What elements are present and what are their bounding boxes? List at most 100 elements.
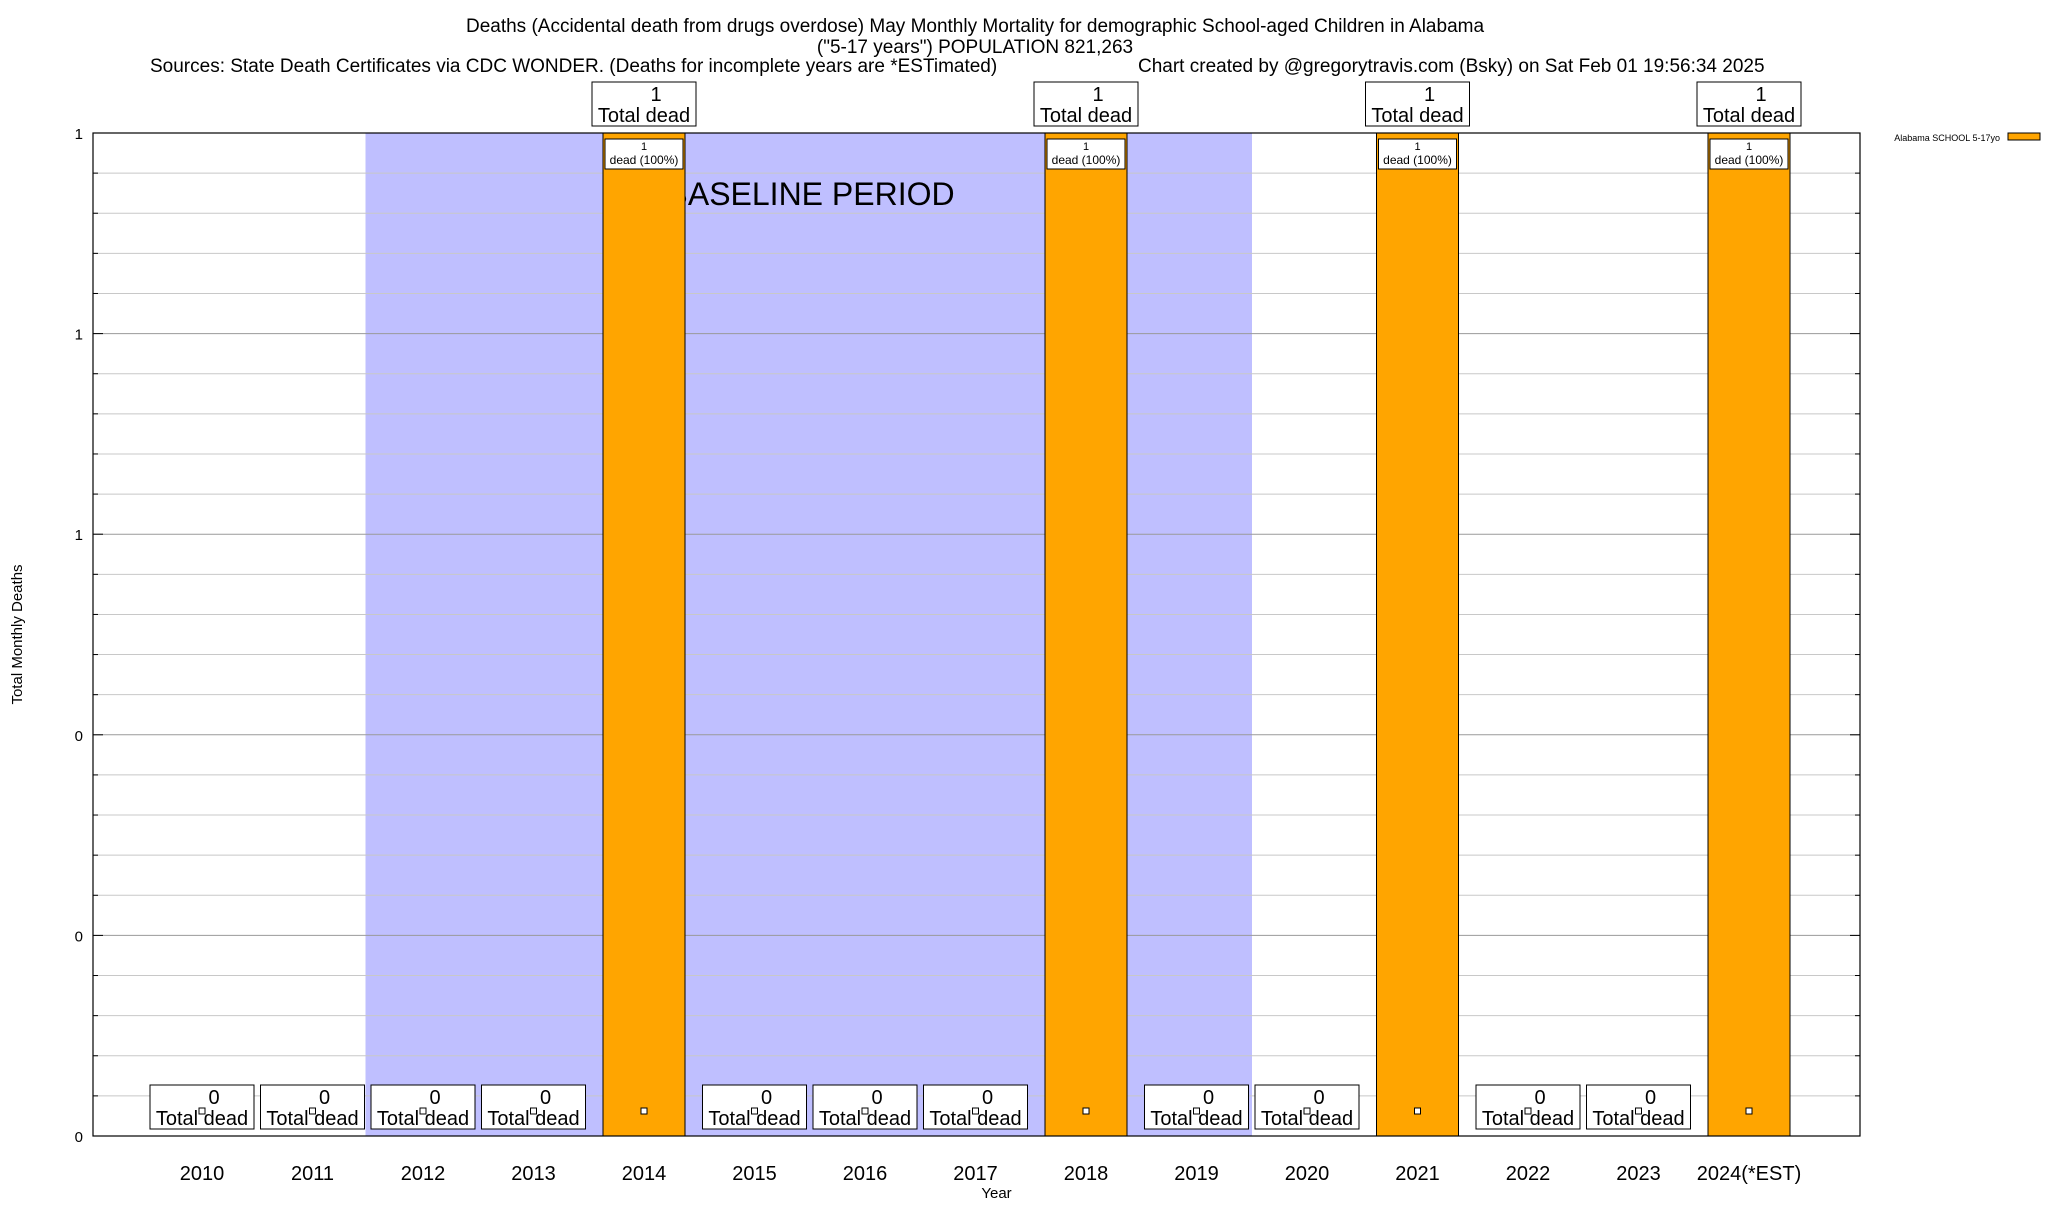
x-point-marker — [1193, 1107, 1200, 1115]
x-tick-label: 2014 — [622, 1163, 667, 1185]
total-label-box — [1365, 81, 1470, 127]
y-tick-label: 1 — [75, 126, 83, 143]
x-point-marker — [972, 1107, 979, 1115]
total-label-text: Total dead — [1261, 1108, 1353, 1130]
x-tick-label: 2019 — [1174, 1163, 1219, 1185]
total-label-count: 0 — [982, 1087, 993, 1109]
total-label-count: 0 — [1534, 1087, 1545, 1109]
total-label-text: Total dead — [1592, 1108, 1684, 1130]
chart-sources: Sources: State Death Certificates via CD… — [150, 56, 997, 77]
x-point-marker — [198, 1107, 206, 1115]
total-label-count: 1 — [650, 84, 661, 106]
total-label-count: 0 — [429, 1087, 440, 1109]
segment-label-pct: dead (100%) — [1715, 153, 1784, 167]
total-label-text: Total dead — [598, 105, 690, 127]
bar-2014 — [602, 132, 686, 1137]
total-label-count: 0 — [540, 1087, 551, 1109]
x-point-marker — [861, 1107, 869, 1115]
total-label-count: 1 — [1424, 84, 1435, 106]
segment-label-count: 1 — [1746, 141, 1752, 153]
total-label-box — [481, 1084, 586, 1130]
segment-label-box — [1709, 138, 1789, 170]
x-tick-label: 2023 — [1616, 1163, 1661, 1185]
y-tick-label: 0 — [75, 1129, 83, 1146]
total-label-count: 0 — [319, 1087, 330, 1109]
bar-2018 — [1044, 132, 1128, 1137]
total-label-box — [702, 1084, 807, 1130]
total-label-box — [1033, 81, 1139, 127]
total-label-box — [1254, 1084, 1360, 1130]
segment-label-count: 1 — [1414, 141, 1420, 153]
total-label-text: Total dead — [1482, 1108, 1574, 1130]
annotation-baseline-period: BASELINE PERIOD — [667, 176, 955, 212]
total-label-text: Total dead — [156, 1108, 248, 1130]
total-label-box — [1586, 1084, 1691, 1130]
total-label-text: Total dead — [819, 1108, 911, 1130]
x-point-marker — [1082, 1107, 1090, 1115]
total-label-text: Total dead — [929, 1108, 1021, 1130]
x-tick-label: 2021 — [1395, 1163, 1440, 1185]
total-label-box — [812, 1084, 918, 1130]
total-label-text: Total dead — [1040, 105, 1132, 127]
y-tick-label: 0 — [75, 728, 83, 745]
x-tick-label: 2018 — [1064, 1163, 1109, 1185]
segment-label-box — [1378, 138, 1457, 170]
x-tick-label: 2012 — [401, 1163, 446, 1185]
y-tick-label: 1 — [75, 327, 83, 344]
segment-label-box — [604, 138, 684, 170]
x-point-marker — [309, 1107, 316, 1115]
total-label-box — [260, 1084, 365, 1130]
total-label-text: Total dead — [377, 1108, 469, 1130]
total-label-count: 0 — [761, 1087, 772, 1109]
x-point-marker — [640, 1107, 648, 1115]
bar-2021 — [1376, 132, 1459, 1137]
chart-subtitle: ("5-17 years") POPULATION 821,263 — [817, 37, 1133, 58]
total-label-count: 1 — [1092, 84, 1103, 106]
x-tick-label: 2015 — [732, 1163, 777, 1185]
total-label-text: Total dead — [1703, 105, 1795, 127]
x-tick-label: 2016 — [843, 1163, 888, 1185]
y-tick-label: 0 — [75, 928, 83, 945]
x-point-marker — [1524, 1107, 1532, 1115]
x-tick-label: 2022 — [1506, 1163, 1551, 1185]
y-axis-label: Total Monthly Deaths — [9, 564, 26, 704]
segment-label-count: 1 — [1083, 141, 1089, 153]
total-label-box — [1144, 1084, 1249, 1130]
legend-swatch — [2007, 132, 2041, 141]
total-label-box — [1696, 81, 1802, 127]
total-label-count: 0 — [871, 1087, 882, 1109]
legend-label: Alabama SCHOOL 5-17yo — [1894, 133, 2000, 143]
segment-label-box — [1046, 138, 1126, 170]
chart-title: Deaths (Accidental death from drugs over… — [466, 16, 1484, 37]
total-label-count: 0 — [1645, 1087, 1656, 1109]
total-label-box — [149, 1084, 255, 1130]
x-axis-label: Year — [981, 1185, 1011, 1200]
plot-frame — [92, 132, 1861, 1137]
total-label-count: 0 — [1313, 1087, 1324, 1109]
bar-2024(*EST) — [1707, 132, 1791, 1137]
total-label-box — [1475, 1084, 1581, 1130]
x-tick-label: 2013 — [511, 1163, 556, 1185]
x-tick-label: 2011 — [291, 1163, 334, 1185]
x-point-marker — [751, 1107, 758, 1115]
total-label-text: Total dead — [1371, 105, 1463, 127]
segment-label-count: 1 — [641, 141, 647, 153]
chart-credit: Chart created by @gregorytravis.com (Bsk… — [1138, 56, 1765, 77]
x-point-marker — [1303, 1107, 1311, 1115]
total-label-text: Total dead — [708, 1108, 800, 1130]
total-label-box — [370, 1084, 476, 1130]
total-label-text: Total dead — [266, 1108, 358, 1130]
x-tick-label: 2020 — [1285, 1163, 1330, 1185]
x-tick-label: 2024(*EST) — [1697, 1163, 1802, 1185]
x-point-marker — [419, 1107, 427, 1115]
total-label-count: 0 — [1203, 1087, 1214, 1109]
total-label-box — [591, 81, 697, 127]
segment-label-pct: dead (100%) — [1052, 153, 1121, 167]
x-point-marker — [1745, 1107, 1753, 1115]
x-tick-label: 2017 — [953, 1163, 998, 1185]
total-label-count: 1 — [1755, 84, 1766, 106]
total-label-text: Total dead — [1150, 1108, 1242, 1130]
total-label-count: 0 — [208, 1087, 219, 1109]
